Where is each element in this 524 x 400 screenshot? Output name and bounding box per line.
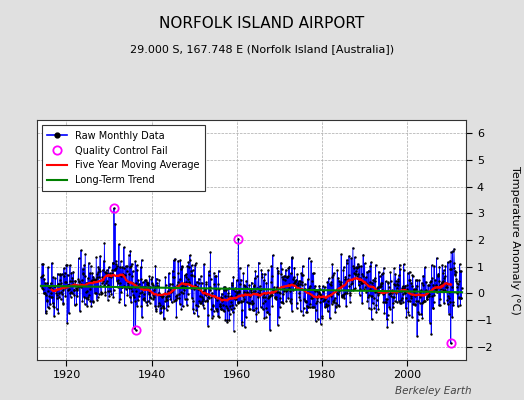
Text: NORFOLK ISLAND AIRPORT: NORFOLK ISLAND AIRPORT [159,16,365,31]
Y-axis label: Temperature Anomaly (°C): Temperature Anomaly (°C) [510,166,520,314]
Text: Berkeley Earth: Berkeley Earth [395,386,472,396]
Text: 29.000 S, 167.748 E (Norfolk Island [Australia]): 29.000 S, 167.748 E (Norfolk Island [Aus… [130,44,394,54]
Legend: Raw Monthly Data, Quality Control Fail, Five Year Moving Average, Long-Term Tren: Raw Monthly Data, Quality Control Fail, … [41,125,205,191]
